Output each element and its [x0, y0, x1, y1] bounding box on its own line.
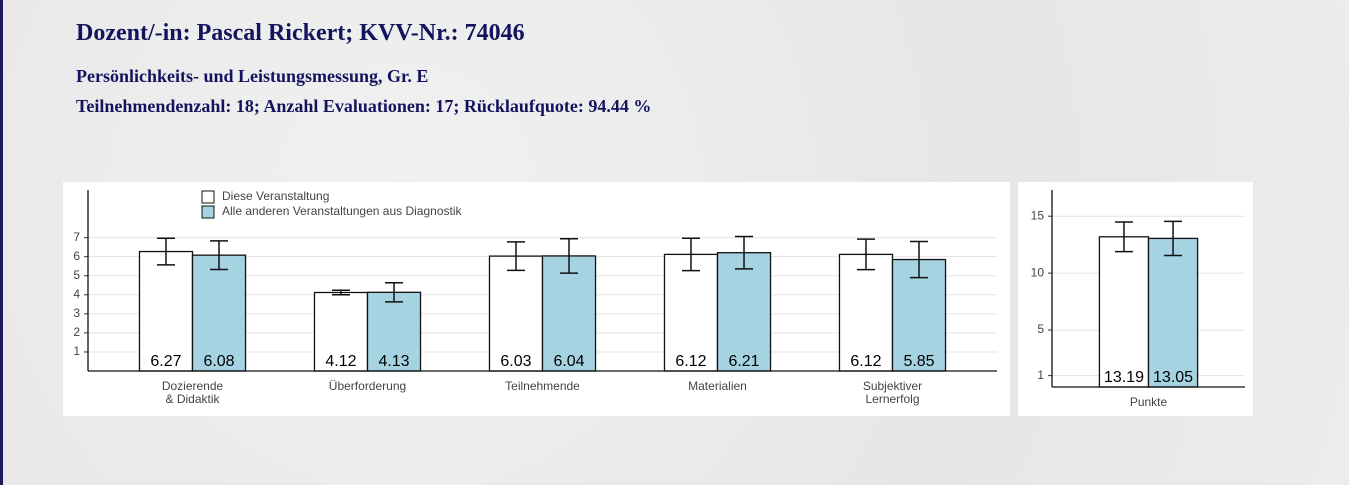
value-label: 6.27 [150, 353, 181, 370]
error-bar [156, 237, 175, 266]
y-tick-label: 10 [1031, 265, 1045, 279]
bar [1147, 237, 1199, 388]
error-bar [856, 238, 875, 271]
value-label: 5.85 [903, 353, 934, 370]
value-label: 6.12 [850, 353, 881, 370]
y-tick-label: 6 [73, 249, 80, 263]
y-tick-label: 4 [73, 287, 80, 301]
y-tick-label: 7 [73, 230, 80, 244]
y-tick-label: 15 [1031, 208, 1045, 222]
bar [191, 254, 247, 372]
course: Persönlichkeits- und Leistungsmessung, G… [76, 66, 429, 86]
bar [1098, 236, 1150, 388]
y-tick-label: 5 [73, 268, 80, 282]
value-label: 13.19 [1104, 369, 1144, 386]
title: Dozent/-in: Pascal Rickert; KVV-Nr.: 740… [76, 20, 525, 46]
y-tick-label: 1 [73, 344, 80, 358]
error-bar [560, 238, 579, 274]
legend-label: Diese Veranstaltung [222, 189, 329, 203]
x-tick-label: Überforderung [329, 379, 406, 393]
error-bar [1114, 221, 1133, 253]
value-label: 6.04 [553, 353, 584, 370]
y-tick-label: 5 [1037, 322, 1044, 336]
error-bar [331, 289, 350, 296]
x-tick-label: Materialien [688, 379, 747, 393]
x-tick-label: Lernerfolg [865, 392, 919, 406]
bar [138, 250, 194, 372]
bar [313, 291, 369, 372]
x-tick-label: Subjektiver [863, 379, 922, 393]
x-tick-label: Teilnehmende [505, 379, 580, 393]
stats: Teilnehmendenzahl: 18; Anzahl Evaluation… [76, 96, 652, 116]
bar [663, 253, 719, 372]
bar [488, 255, 544, 372]
bar [716, 252, 772, 372]
error-bar [210, 240, 229, 271]
value-label: 6.08 [203, 353, 234, 370]
value-label: 13.05 [1153, 369, 1193, 386]
legend-label: Alle anderen Veranstaltungen aus Diagnos… [222, 204, 462, 218]
legend-swatch [201, 190, 215, 204]
error-bar [735, 235, 754, 270]
y-tick-label: 2 [73, 325, 80, 339]
value-label: 6.21 [728, 353, 759, 370]
x-tick-label: & Didaktik [165, 392, 220, 406]
value-label: 4.12 [325, 353, 356, 370]
value-label: 6.03 [500, 353, 531, 370]
x-tick-label: Punkte [1130, 395, 1168, 409]
legend-swatch [201, 205, 215, 219]
y-tick-label: 3 [73, 306, 80, 320]
bar [838, 253, 894, 372]
value-label: 4.13 [378, 353, 409, 370]
error-bar [681, 237, 700, 272]
error-bar [910, 240, 929, 279]
y-tick-label: 1 [1037, 368, 1044, 382]
value-label: 6.12 [675, 353, 706, 370]
error-bar [1164, 220, 1183, 257]
error-bar [506, 241, 525, 272]
x-tick-label: Dozierende [162, 379, 224, 393]
error-bar [385, 282, 404, 303]
